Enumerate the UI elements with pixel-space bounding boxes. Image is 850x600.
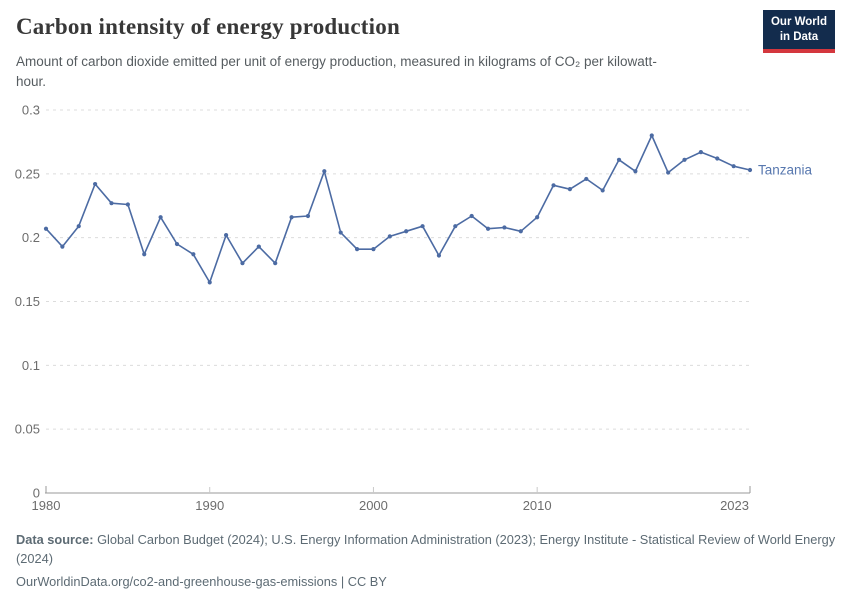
data-point[interactable] bbox=[485, 226, 491, 231]
data-point[interactable] bbox=[616, 157, 622, 162]
data-point[interactable] bbox=[142, 252, 147, 257]
data-point[interactable] bbox=[371, 247, 376, 252]
series-end-label[interactable]: Tanzania bbox=[758, 163, 813, 178]
x-tick-label: 1980 bbox=[32, 498, 61, 513]
data-point[interactable] bbox=[518, 229, 523, 234]
data-point[interactable] bbox=[322, 169, 327, 174]
y-tick-label: 0.15 bbox=[15, 294, 40, 309]
gridlines bbox=[45, 109, 750, 494]
data-point[interactable] bbox=[354, 247, 360, 252]
data-point[interactable] bbox=[387, 234, 392, 239]
owid-logo-line1: Our World bbox=[770, 16, 827, 28]
data-point[interactable] bbox=[747, 167, 753, 173]
data-point[interactable] bbox=[174, 241, 180, 247]
data-point[interactable] bbox=[649, 133, 654, 138]
page-title: Carbon intensity of energy production bbox=[16, 14, 400, 39]
data-point[interactable] bbox=[305, 213, 311, 219]
y-tick-label: 0.3 bbox=[22, 103, 40, 118]
data-point[interactable] bbox=[191, 252, 196, 257]
owid-logo[interactable]: Our World in Data bbox=[762, 10, 835, 53]
tanzania-line[interactable] bbox=[45, 134, 751, 284]
data-point[interactable] bbox=[633, 169, 638, 174]
data-source-label: Data source: bbox=[16, 532, 94, 547]
y-tick-label: 0.05 bbox=[15, 422, 40, 437]
data-point[interactable] bbox=[93, 181, 98, 187]
data-point[interactable] bbox=[502, 225, 507, 230]
y-tick-label: 0.25 bbox=[15, 166, 40, 181]
data-point[interactable] bbox=[256, 244, 261, 249]
x-tick-label: 2023 bbox=[720, 498, 749, 513]
data-point[interactable] bbox=[666, 170, 671, 175]
data-point[interactable] bbox=[584, 176, 589, 182]
data-point[interactable] bbox=[731, 164, 736, 169]
data-point[interactable] bbox=[158, 215, 163, 220]
chart-footer: Data source: Global Carbon Budget (2024)… bbox=[16, 531, 836, 592]
data-point[interactable] bbox=[682, 157, 687, 162]
owid-logo-line2: in Data bbox=[779, 30, 819, 43]
y-tick-label: 0.1 bbox=[22, 358, 40, 373]
owid-link-line[interactable]: OurWorldinData.org/co2-and-greenhouse-ga… bbox=[16, 574, 387, 590]
y-tick-label: 0.2 bbox=[22, 230, 40, 245]
data-source-line: Data source: Global Carbon Budget (2024)… bbox=[16, 531, 836, 568]
x-tick-label: 1990 bbox=[195, 498, 224, 513]
data-point[interactable] bbox=[469, 213, 474, 219]
x-tick-label: 2000 bbox=[359, 498, 388, 513]
data-point[interactable] bbox=[338, 230, 343, 235]
data-point[interactable] bbox=[436, 253, 442, 258]
data-point[interactable] bbox=[600, 188, 605, 193]
data-point[interactable] bbox=[43, 226, 49, 231]
data-point[interactable] bbox=[76, 224, 81, 229]
y-axis-labels: 0 0.05 0.1 0.15 0.2 0.25 0.3 bbox=[15, 103, 40, 501]
data-point[interactable] bbox=[420, 224, 425, 229]
data-point[interactable] bbox=[715, 156, 720, 161]
data-point[interactable] bbox=[551, 183, 556, 188]
data-point[interactable] bbox=[223, 233, 229, 238]
data-point[interactable] bbox=[60, 244, 65, 249]
data-point[interactable] bbox=[567, 187, 573, 192]
data-point[interactable] bbox=[273, 261, 278, 266]
data-source-text: Global Carbon Budget (2024); U.S. Energy… bbox=[16, 532, 836, 566]
x-axis: 1980 1990 2000 2010 2023 bbox=[32, 486, 751, 513]
data-point[interactable] bbox=[125, 202, 130, 207]
data-point[interactable] bbox=[207, 280, 212, 285]
data-point[interactable] bbox=[109, 201, 114, 206]
data-point[interactable] bbox=[453, 224, 458, 229]
x-tick-label: 2010 bbox=[523, 498, 552, 513]
data-point[interactable] bbox=[240, 261, 245, 266]
tanzania-series[interactable] bbox=[43, 133, 753, 285]
data-point[interactable] bbox=[698, 150, 703, 155]
data-point[interactable] bbox=[535, 215, 540, 220]
data-point[interactable] bbox=[404, 229, 409, 234]
data-point[interactable] bbox=[289, 215, 294, 220]
chart-subtitle: Amount of carbon dioxide emitted per uni… bbox=[16, 54, 657, 90]
y-tick-label: 0 bbox=[33, 486, 40, 501]
